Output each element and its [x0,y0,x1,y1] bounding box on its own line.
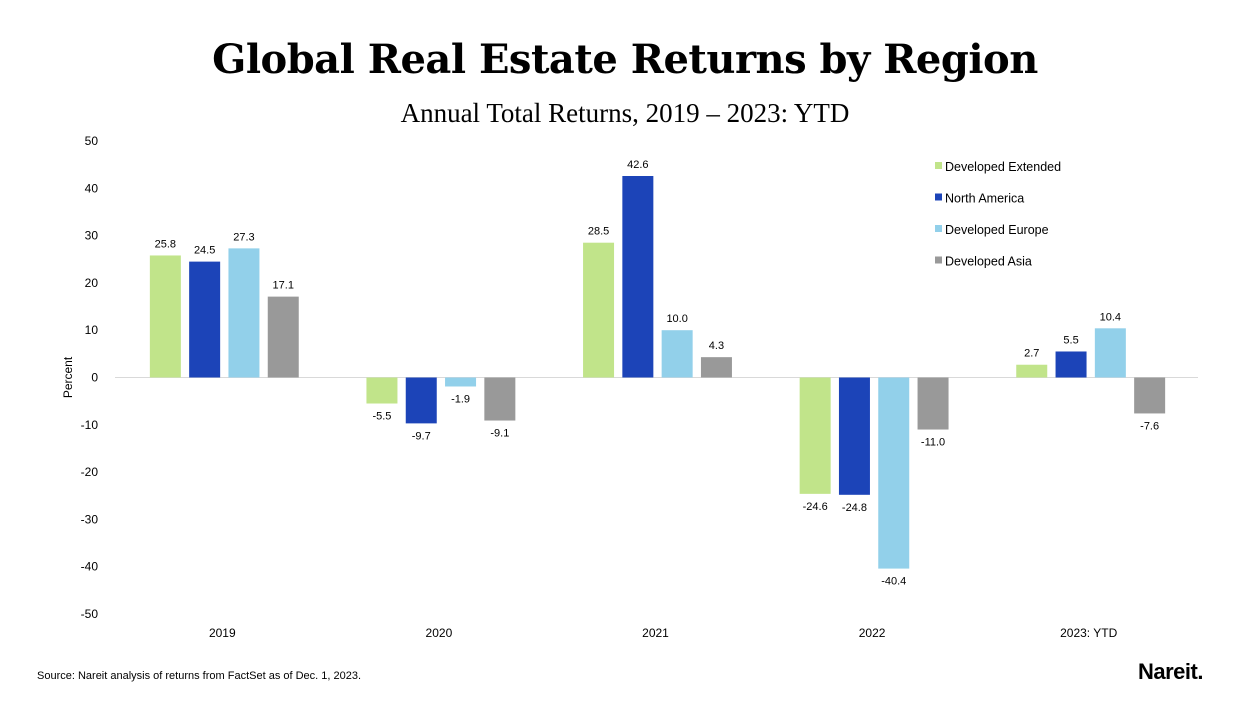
bar [661,330,693,378]
bar [484,377,516,421]
data-label: -5.5 [372,411,391,423]
x-tick-label: 2021 [642,626,669,640]
data-label: -24.6 [803,501,828,513]
legend-swatch [935,162,942,169]
legend-swatch [935,193,942,201]
bar [267,296,299,378]
data-label: -24.8 [842,502,867,514]
x-tick-label: 2019 [209,626,236,640]
y-tick-label: -50 [81,607,99,621]
legend-swatch [935,225,942,232]
legend-label: Developed Asia [945,255,1032,269]
bar [189,261,221,378]
data-label: -1.9 [451,393,470,405]
source-note: Source: Nareit analysis of returns from … [37,670,362,682]
data-label: -7.6 [1140,420,1159,432]
legend-label: Developed Europe [945,223,1049,237]
bar [1094,328,1126,378]
y-tick-label: 40 [85,181,99,195]
data-label: -9.1 [490,428,509,440]
data-label: 25.8 [155,238,176,250]
data-label: 2.7 [1024,348,1039,360]
bar [838,377,870,495]
y-tick-label: 30 [85,229,99,243]
nareit-logo: Nareit. [1138,659,1203,684]
chart-subtitle: Annual Total Returns, 2019 – 2023: YTD [400,98,850,128]
data-label: 28.5 [588,226,609,238]
y-tick-label: 0 [91,371,98,385]
y-tick-label: -40 [81,560,99,574]
data-label: 4.3 [709,340,724,352]
bar [878,377,910,569]
y-tick-label: 20 [85,276,99,290]
data-label: 42.6 [627,159,648,171]
chart-title: Global Real Estate Returns by Region [212,36,1038,83]
bar [1134,377,1166,414]
data-label: 24.5 [194,245,215,257]
x-tick-label: 2020 [426,626,453,640]
bar [366,377,398,404]
bar [1055,351,1087,378]
data-label: -9.7 [412,430,431,442]
y-tick-label: -20 [81,465,99,479]
y-tick-label: -30 [81,512,99,526]
bar [1016,364,1048,378]
bar [917,377,949,430]
data-label: 10.4 [1100,311,1121,323]
bar [700,357,732,378]
legend-swatch [935,256,942,264]
bar [799,377,831,494]
legend-label: North America [945,192,1024,206]
legend-label: Developed Extended [945,160,1061,174]
bar [149,255,181,378]
data-label: -11.0 [921,437,945,449]
data-label: 27.3 [233,231,254,243]
bar [405,377,437,424]
bar [583,242,615,378]
y-axis-label: Percent [61,356,75,398]
bar [622,176,654,378]
y-tick-label: 50 [85,134,99,148]
y-tick-label: 10 [85,323,99,337]
data-label: 17.1 [273,280,294,292]
bar [228,248,260,378]
data-label: 10.0 [666,313,687,325]
data-label: 5.5 [1063,334,1078,346]
x-tick-label: 2022 [859,626,886,640]
x-tick-label: 2023: YTD [1060,626,1117,640]
data-label: -40.4 [881,576,906,588]
y-tick-label: -10 [81,418,99,432]
bar [445,377,477,387]
